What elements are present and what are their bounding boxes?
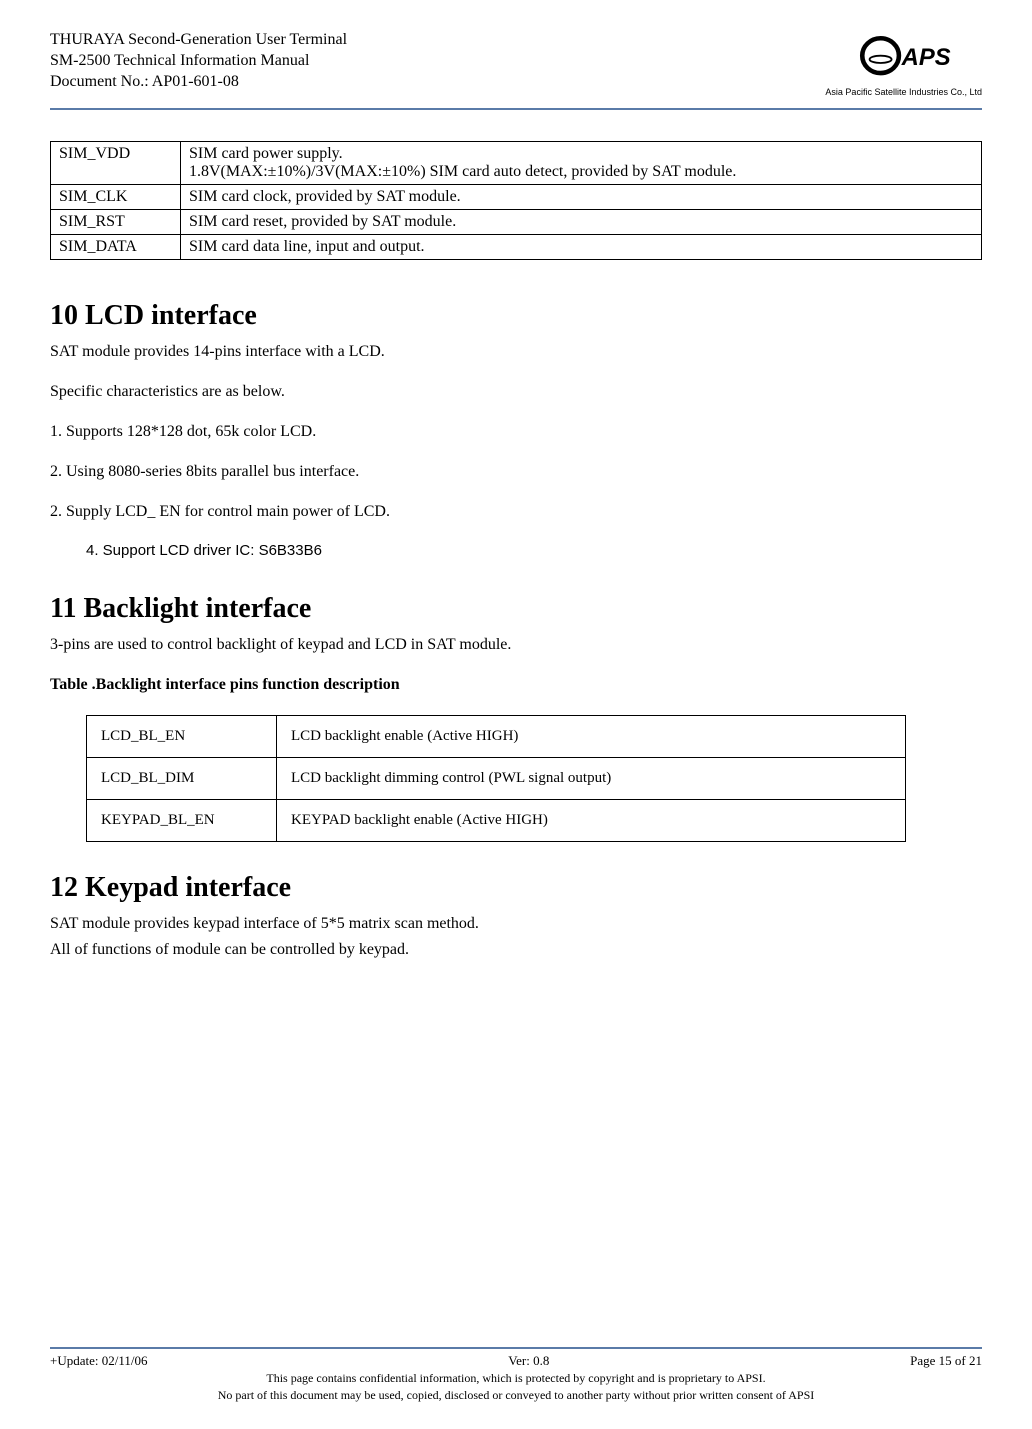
signal-name: SIM_CLK [51, 185, 181, 210]
svg-text:APSi: APSi [901, 44, 951, 71]
signal-name: SIM_RST [51, 210, 181, 235]
table-row: LCD_BL_EN LCD backlight enable (Active H… [87, 715, 906, 757]
section-12-p1: SAT module provides keypad interface of … [50, 912, 982, 936]
backlight-table-caption: Table .Backlight interface pins function… [50, 673, 982, 697]
section-10-intro: SAT module provides 14-pins interface wi… [50, 340, 982, 364]
section-12-heading: 12 Keypad interface [50, 872, 982, 904]
section-10-subintro: Specific characteristics are as below. [50, 380, 982, 404]
footer-page: Page 15 of 21 [910, 1353, 982, 1369]
pin-desc: KEYPAD backlight enable (Active HIGH) [277, 799, 906, 841]
footer-confidential-1: This page contains confidential informat… [50, 1371, 982, 1387]
table-row: KEYPAD_BL_EN KEYPAD backlight enable (Ac… [87, 799, 906, 841]
footer-confidential-2: No part of this document may be used, co… [50, 1388, 982, 1404]
section-10-item4: 4. Support LCD driver IC: S6B33B6 [86, 540, 982, 563]
section-10-item3: 2. Supply LCD_ EN for control main power… [50, 500, 982, 524]
pin-desc: LCD backlight enable (Active HIGH) [277, 715, 906, 757]
footer-update: +Update: 02/11/06 [50, 1353, 147, 1369]
section-10-item1: 1. Supports 128*128 dot, 65k color LCD. [50, 420, 982, 444]
document-header: THURAYA Second-Generation User Terminal … [50, 30, 982, 97]
sim-signal-table: SIM_VDD SIM card power supply. 1.8V(MAX:… [50, 141, 982, 260]
signal-desc: SIM card reset, provided by SAT module. [181, 210, 982, 235]
logo-block: APSi Asia Pacific Satellite Industries C… [825, 30, 982, 97]
header-line1: THURAYA Second-Generation User Terminal [50, 30, 347, 51]
table-row: SIM_VDD SIM card power supply. 1.8V(MAX:… [51, 142, 982, 185]
table-row: LCD_BL_DIM LCD backlight dimming control… [87, 757, 906, 799]
table-row: SIM_RST SIM card reset, provided by SAT … [51, 210, 982, 235]
signal-desc: SIM card data line, input and output. [181, 235, 982, 260]
page-footer: +Update: 02/11/06 Ver: 0.8 Page 15 of 21… [50, 1347, 982, 1404]
section-10-heading: 10 LCD interface [50, 300, 982, 332]
pin-name: LCD_BL_EN [87, 715, 277, 757]
table-row: SIM_DATA SIM card data line, input and o… [51, 235, 982, 260]
pin-name: LCD_BL_DIM [87, 757, 277, 799]
pin-desc: LCD backlight dimming control (PWL signa… [277, 757, 906, 799]
signal-desc: SIM card power supply. 1.8V(MAX:±10%)/3V… [181, 142, 982, 185]
signal-name: SIM_VDD [51, 142, 181, 185]
section-12-p2: All of functions of module can be contro… [50, 938, 982, 962]
section-11-heading: 11 Backlight interface [50, 593, 982, 625]
signal-name: SIM_DATA [51, 235, 181, 260]
logo-tagline: Asia Pacific Satellite Industries Co., L… [825, 87, 982, 97]
footer-version: Ver: 0.8 [508, 1353, 549, 1369]
signal-desc: SIM card clock, provided by SAT module. [181, 185, 982, 210]
section-11-intro: 3-pins are used to control backlight of … [50, 633, 982, 657]
header-line2: SM-2500 Technical Information Manual [50, 51, 347, 72]
apsi-logo-icon: APSi [856, 30, 951, 85]
header-line3: Document No.: AP01-601-08 [50, 72, 347, 93]
backlight-table: LCD_BL_EN LCD backlight enable (Active H… [86, 715, 906, 842]
pin-name: KEYPAD_BL_EN [87, 799, 277, 841]
section-10-item2: 2. Using 8080-series 8bits parallel bus … [50, 460, 982, 484]
table-row: SIM_CLK SIM card clock, provided by SAT … [51, 185, 982, 210]
header-title-block: THURAYA Second-Generation User Terminal … [50, 30, 347, 92]
header-divider [50, 108, 982, 110]
